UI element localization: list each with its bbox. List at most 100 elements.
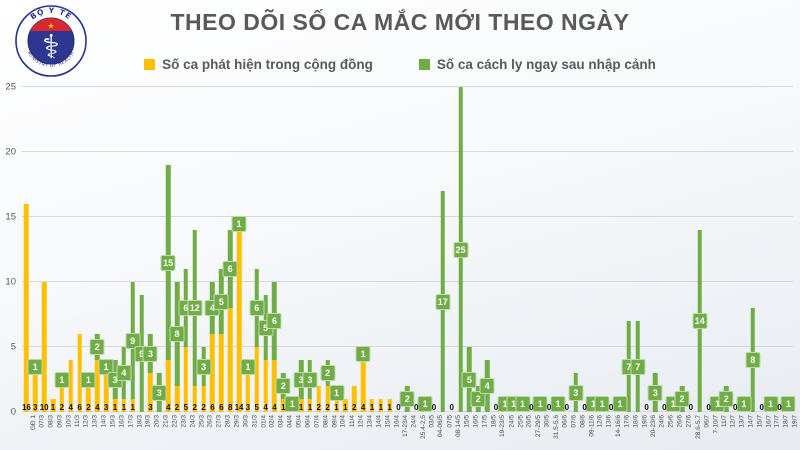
- imported-value-badge: 1: [329, 384, 344, 401]
- x-tick-label: 18/3: [136, 415, 144, 428]
- x-tick-label: 24/4: [410, 415, 418, 428]
- y-tick-label: 15: [5, 211, 16, 223]
- bar-column: 1 25/5: [506, 87, 524, 428]
- bar-column: 0 08-14/5: [447, 87, 462, 437]
- x-tick-label: 07/5: [446, 415, 454, 428]
- imported-value-badge: 2: [470, 391, 486, 407]
- x-tick-label: 28.6-5.7: [694, 415, 702, 439]
- zero-value-label: 0: [529, 403, 534, 412]
- x-tick-label: 27-29/5: [534, 415, 542, 438]
- community-value-label: 1: [369, 403, 375, 412]
- x-tick-label: 28/3: [224, 415, 232, 428]
- x-tick-label: 07/6: [570, 415, 578, 428]
- community-value-label: 1: [343, 403, 348, 412]
- community-value-label: 8: [227, 403, 233, 412]
- x-tick-label: 12/3: [83, 415, 91, 428]
- community-value-label: 16: [21, 403, 31, 412]
- community-bar-segment: [272, 360, 277, 412]
- bar-column: 1 19/7: [780, 87, 799, 428]
- community-value-label: 2: [316, 403, 322, 412]
- bar-column: 2 12/7: [718, 87, 737, 428]
- bar-column: 3 3 20/3: [142, 87, 161, 428]
- community-bar-segment: [183, 347, 189, 412]
- x-tick-label: 25.4-2.5: [419, 415, 427, 439]
- community-bar-segment: [316, 386, 322, 412]
- x-tick-label: 02/4: [269, 415, 277, 428]
- x-tick-label: 27/6: [685, 415, 693, 428]
- zero-value-label: 0: [414, 403, 419, 412]
- community-value-label: 1: [378, 403, 384, 412]
- imported-value-badge: 3: [568, 384, 584, 401]
- x-tick-label: 16/7: [765, 415, 773, 428]
- imported-value-badge: 4: [479, 378, 495, 394]
- bar-column: 2 24/4: [399, 87, 418, 428]
- x-tick-label: 06/4: [304, 415, 312, 428]
- x-tick-label: 10/4: [340, 415, 348, 428]
- legend-item-community: Số ca phát hiện trong cộng đồng: [144, 57, 373, 72]
- imported-value-badge: 14: [692, 313, 708, 329]
- community-value-label: 5: [183, 403, 189, 412]
- community-bar-segment: [174, 386, 180, 412]
- bar-column: 4 11/3: [66, 87, 81, 427]
- gridline: [22, 86, 793, 87]
- bar-column: 0 31.5-5.6: [545, 87, 560, 439]
- bar-column: 4 1 17/3: [116, 87, 134, 428]
- community-value-label: 1: [387, 403, 392, 412]
- bar-column: 0 13/7: [731, 87, 746, 428]
- community-bar-segment: [281, 399, 286, 412]
- x-tick-label: 04-06/5: [437, 415, 445, 438]
- bar-column: 6 5 01/4: [249, 87, 267, 428]
- bar-column: 1 3 07/3: [27, 87, 46, 428]
- x-tick-label: 31.5-5.6: [552, 415, 560, 439]
- y-tick-label: 0: [10, 406, 16, 418]
- community-value-label: 2: [325, 403, 330, 412]
- bar-column: 3 21/3: [151, 87, 170, 428]
- x-tick-label: 09-11/6: [588, 415, 596, 437]
- x-tick-label: 15/3: [109, 415, 117, 428]
- community-value-label: 4: [95, 403, 100, 412]
- community-value-label: 3: [148, 403, 153, 412]
- community-bar-segment: [33, 373, 38, 412]
- community-bar-segment: [50, 399, 56, 412]
- imported-value-badge: 2: [320, 365, 336, 381]
- community-bar-segment: [59, 386, 65, 412]
- y-tick-label: 10: [5, 276, 16, 288]
- bars-container: 16 GĐ 1 1 3 07/3 10 08/3 1 09/3 1 2 10/3 4 11/3 6 12/3 1…: [21, 87, 799, 439]
- bar-column: 0 25.4-2.5: [412, 87, 427, 439]
- community-bar-segment: [165, 360, 171, 412]
- community-bar-segment: [378, 399, 384, 412]
- bar-column: 0 14-16/6: [607, 87, 622, 437]
- bar-column: 1 3 15/3: [98, 87, 117, 428]
- community-bar-segment: [24, 204, 29, 412]
- bar-column: 5 16/5: [461, 87, 480, 428]
- imported-value-badge: 7: [630, 358, 646, 375]
- gridline: [22, 346, 793, 347]
- x-tick-label: 04/4: [286, 415, 294, 428]
- x-tick-label: 13/4: [366, 415, 374, 428]
- imported-value-badge: 2: [399, 391, 415, 407]
- imported-value-badge: 3: [196, 358, 212, 375]
- x-tick-label: 17/7: [774, 415, 782, 428]
- community-value-label: 1: [298, 403, 304, 412]
- y-tick-label: 25: [5, 81, 16, 93]
- x-tick-label: 03/4: [278, 415, 285, 428]
- x-tick-label: 30/5: [543, 415, 551, 428]
- community-value-label: 6: [219, 403, 224, 412]
- bar-column: 8 2 23/3: [169, 87, 188, 428]
- zero-value-label: 0: [493, 403, 499, 412]
- community-value-label: 4: [165, 403, 171, 412]
- bar-column: 25 15/5: [453, 87, 471, 428]
- star-icon: ★: [47, 22, 54, 31]
- community-value-label: 4: [68, 403, 73, 412]
- bar-column: 0 18/7: [775, 87, 790, 428]
- bar-column: 2 08/4: [314, 87, 329, 428]
- bar-column: 3 1 07/4: [302, 87, 320, 428]
- imported-value-badge: 15: [160, 254, 176, 271]
- community-bar-segment: [219, 334, 224, 412]
- bar-column: 9 19/3: [134, 87, 152, 428]
- zero-value-label: 0: [431, 403, 437, 412]
- x-tick-label: 14-16/6: [614, 415, 622, 438]
- imported-value-badge: 1: [736, 396, 752, 412]
- x-tick-label: 08/6: [579, 415, 587, 428]
- x-tick-label: 11/4: [348, 415, 356, 428]
